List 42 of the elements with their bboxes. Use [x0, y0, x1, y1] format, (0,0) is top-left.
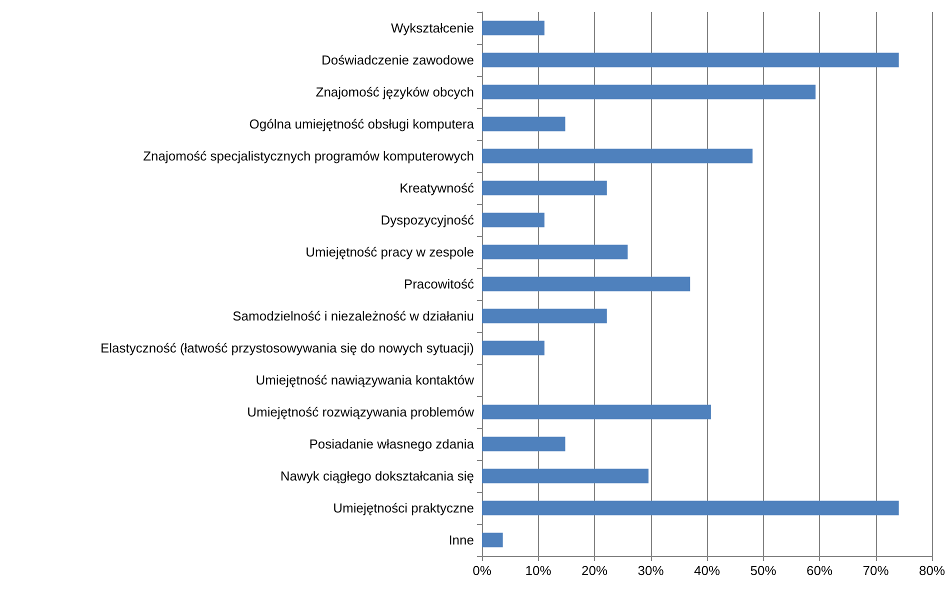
y-tick-label: Umiejętność pracy w zespole	[306, 244, 474, 260]
y-tick-label: Doświadczenie zawodowe	[322, 52, 474, 68]
bar	[482, 148, 753, 164]
x-tick-label: 70%	[862, 563, 890, 578]
x-tick-label: 50%	[750, 563, 777, 578]
x-tick-label: 30%	[638, 563, 664, 578]
y-tick-label: Kreatywność	[400, 180, 474, 196]
bar	[482, 500, 899, 516]
y-tick-label: Samodzielność i niezależność w działaniu	[232, 308, 474, 324]
bar	[482, 276, 690, 292]
bar	[482, 20, 544, 36]
y-tick-label: Wykształcenie	[391, 20, 474, 36]
bar	[482, 52, 899, 68]
bar	[482, 212, 544, 228]
y-tick-label: Umiejętność rozwiązywania problemów	[247, 404, 475, 420]
bar	[482, 84, 816, 100]
x-tick-label: 0%	[472, 563, 492, 578]
y-tick-label: Znajomość specjalistycznych programów komputerowych	[143, 148, 474, 164]
y-tick-label: Znajomość języków obcych	[316, 84, 474, 100]
x-tick-label: 60%	[806, 563, 833, 578]
bar	[482, 244, 628, 260]
bar	[482, 180, 607, 196]
y-tick-label: Inne	[448, 532, 474, 548]
y-tick-label: Elastyczność (łatwość przystosowywania się do nowych sytuacji)	[100, 340, 474, 356]
bar	[482, 468, 648, 484]
bar	[482, 532, 503, 548]
bar	[482, 404, 711, 420]
y-tick-label: Posiadanie własnego zdania	[309, 436, 475, 452]
y-tick-label: Umiejętność nawiązywania kontaktów	[256, 372, 475, 388]
x-tick-label: 20%	[581, 563, 608, 578]
y-tick-label: Dyspozycyjność	[380, 212, 474, 228]
x-tick-label: 40%	[694, 563, 720, 578]
bar	[482, 436, 566, 452]
y-tick-label: Pracowitość	[404, 276, 474, 292]
bar	[482, 340, 544, 356]
y-tick-label: Nawyk ciągłego dokształcania się	[280, 468, 474, 484]
bar	[482, 308, 607, 324]
x-tick-label: 80%	[918, 563, 946, 578]
x-tick-label: 10%	[525, 563, 552, 578]
y-tick-label: Ogólna umiejętność obsługi komputera	[249, 116, 475, 132]
y-tick-label: Umiejętności praktyczne	[333, 500, 474, 516]
bar	[482, 116, 566, 132]
